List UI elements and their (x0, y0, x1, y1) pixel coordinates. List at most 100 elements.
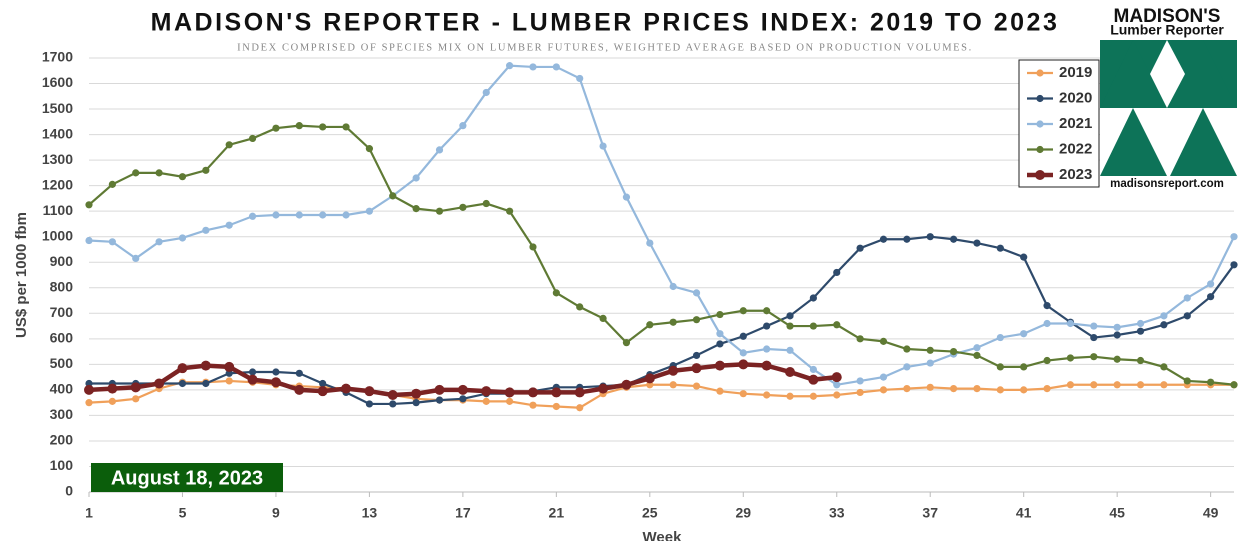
data-point (1043, 319, 1051, 328)
data-point (786, 392, 794, 400)
legend-label: 2021 (1059, 115, 1092, 132)
data-point (295, 122, 303, 130)
data-point (272, 368, 280, 376)
data-point (1113, 355, 1121, 363)
x-tick-label: 1 (85, 505, 93, 521)
legend-swatch (1036, 94, 1044, 103)
data-point (692, 289, 701, 297)
data-point (1230, 233, 1238, 241)
data-point (1207, 280, 1215, 288)
data-point (365, 145, 374, 153)
logo-shape (1100, 108, 1167, 176)
y-tick-label: 700 (50, 304, 74, 320)
data-point (411, 388, 422, 399)
data-point (342, 123, 350, 131)
data-point (225, 141, 233, 149)
data-point (1043, 385, 1051, 393)
data-point (856, 388, 864, 397)
data-point (879, 386, 888, 394)
y-axis-label: US$ per 1000 fbm (13, 212, 30, 338)
data-point (763, 322, 771, 330)
data-point (1020, 253, 1028, 261)
data-point (646, 239, 654, 247)
y-tick-label: 400 (50, 381, 74, 397)
x-tick-label: 13 (362, 505, 378, 521)
data-point (1113, 323, 1121, 331)
x-tick-label: 5 (179, 505, 187, 521)
data-point (903, 235, 911, 243)
data-point (973, 351, 981, 360)
logo-sub: Lumber Reporter (1110, 22, 1224, 38)
data-point (879, 337, 888, 345)
data-point (669, 381, 677, 389)
y-tick-label: 500 (50, 355, 74, 371)
x-tick-label: 33 (829, 505, 845, 521)
data-point (132, 254, 140, 263)
data-point (85, 236, 93, 245)
data-point (155, 169, 163, 177)
data-point (155, 238, 163, 246)
data-point (552, 63, 560, 71)
series-line (88, 124, 1235, 386)
data-point (247, 374, 258, 385)
data-point (1183, 377, 1191, 385)
data-point (949, 347, 958, 356)
data-point (856, 244, 864, 252)
data-point (1207, 293, 1215, 301)
data-point (1090, 322, 1098, 330)
data-point (272, 211, 280, 219)
annotation-box (91, 463, 283, 492)
data-point (739, 332, 747, 340)
data-point (644, 373, 655, 384)
data-point (622, 339, 631, 347)
series (85, 62, 1238, 389)
data-point (716, 310, 724, 319)
data-point (739, 349, 747, 357)
data-point (200, 360, 211, 371)
data-point (132, 395, 140, 403)
data-point (599, 314, 607, 322)
data-point (903, 385, 911, 393)
data-point (365, 400, 374, 408)
data-point (574, 387, 585, 398)
data-point (833, 268, 841, 277)
data-point (294, 384, 305, 395)
data-point (903, 363, 911, 371)
data-point (763, 345, 771, 353)
data-point (272, 124, 280, 132)
data-point (1183, 312, 1191, 320)
data-point (926, 233, 934, 241)
data-point (738, 359, 749, 370)
chart-subtitle: INDEX COMPRISED OF SPECIES MIX ON LUMBER… (237, 42, 973, 53)
series-line (88, 379, 1234, 409)
logo-shape (1100, 40, 1167, 108)
data-point (1020, 363, 1028, 371)
data-point (949, 235, 958, 243)
y-tick-label: 1100 (43, 202, 74, 218)
data-point (809, 392, 817, 400)
data-point (341, 383, 352, 394)
data-point (1160, 321, 1168, 329)
y-tick-label: 1400 (42, 125, 73, 141)
series (85, 122, 1238, 389)
data-point (1020, 386, 1028, 394)
data-point (1183, 294, 1191, 302)
data-point (506, 397, 514, 405)
data-point (669, 282, 677, 291)
data-point (482, 88, 490, 97)
data-point (716, 330, 724, 338)
y-tick-label: 800 (50, 278, 74, 294)
x-tick-label: 17 (455, 505, 471, 521)
data-point (1020, 330, 1028, 338)
data-point (691, 363, 702, 374)
data-point (224, 361, 235, 372)
data-point (714, 360, 725, 371)
data-point (621, 379, 632, 390)
logo-name: MADISON'S (1114, 6, 1221, 27)
data-point (342, 211, 350, 219)
data-point (130, 382, 141, 393)
data-point (833, 381, 841, 389)
x-tick-label: 25 (642, 505, 658, 521)
data-point (529, 243, 537, 251)
